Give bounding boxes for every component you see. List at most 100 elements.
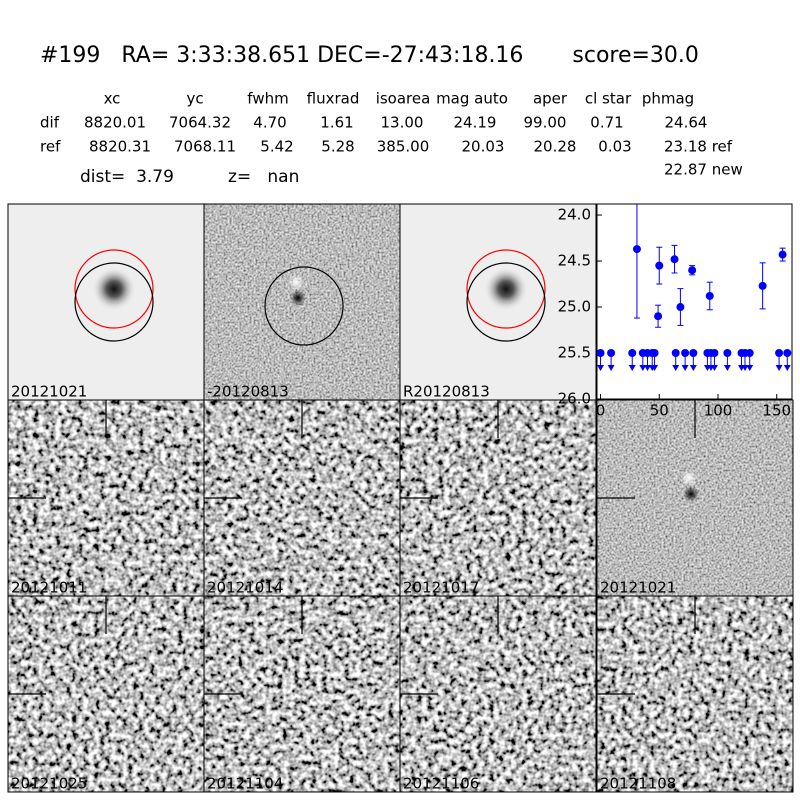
upper-limit [597, 349, 605, 372]
ring-red [466, 249, 546, 329]
plot-marks [597, 204, 792, 372]
image-panel: 20121106 [399, 595, 597, 793]
redshift: z= nan [228, 167, 299, 187]
column-header: fluxrad [307, 90, 360, 108]
panel-label: 20121011 [11, 579, 87, 597]
image-panel: 20121021 [596, 399, 794, 597]
table-cell: 385.00 [377, 138, 430, 156]
column-header: mag auto [436, 90, 508, 108]
column-header: isoarea [376, 90, 431, 108]
upper-limit [689, 349, 698, 372]
panel-label: 20121021 [600, 579, 676, 597]
data-point [654, 312, 663, 321]
panel-label: R20120813 [403, 383, 490, 401]
ring-black [74, 262, 154, 342]
upper-limit [628, 349, 637, 372]
table-cell: 13.00 [381, 114, 424, 132]
image-panel: 20121021 [7, 203, 205, 401]
table-cell: 23.18 ref [664, 138, 733, 156]
image-panel: 20121104 [203, 595, 401, 793]
upper-limit [710, 349, 719, 372]
positive-residual [681, 470, 697, 486]
upper-limit [783, 349, 792, 372]
table-cell: 7068.11 [174, 138, 236, 156]
upper-limit [607, 349, 616, 372]
data-point [758, 281, 767, 290]
upper-limit [775, 349, 784, 372]
y-tick-label: 25.5 [558, 344, 591, 362]
y-tick-label: 26.0 [558, 390, 591, 408]
upper-limit [671, 349, 680, 372]
panel-border [399, 595, 597, 793]
x-tick-label: 50 [650, 402, 669, 420]
image-panel: -20120813 [203, 203, 401, 401]
dist: dist= 3.79 [80, 167, 174, 187]
panel-label: 20121106 [403, 775, 479, 793]
table-cell: 4.70 [253, 114, 286, 132]
x-tick-label: 0 [596, 402, 606, 420]
table-cell: 8820.31 [89, 138, 151, 156]
table-cell: 24.19 [454, 114, 497, 132]
upper-limit [650, 349, 659, 372]
column-header: phmag [642, 90, 694, 108]
upper-limit [681, 349, 690, 372]
image-panel: 20121014 [203, 399, 401, 597]
panel-label: 20121104 [207, 775, 283, 793]
panel-label: 20121021 [11, 383, 87, 401]
column-header: xc [104, 90, 121, 108]
panel-label: 20121025 [11, 775, 87, 793]
panel-label: 20121014 [207, 579, 283, 597]
lightcurve: 24.0 24.5 25.0 25.5 26.0 0 50 100 150 [558, 203, 793, 420]
table-cell: 8820.01 [84, 114, 146, 132]
data-point [655, 261, 664, 270]
new-mag: 22.87 new [664, 161, 743, 179]
table-cell: 20.28 [534, 138, 577, 156]
upper-limit [723, 349, 732, 372]
panel-border [596, 595, 794, 793]
table-cell: 7064.32 [169, 114, 231, 132]
negative-residual [290, 290, 306, 306]
column-header: cl star [585, 90, 632, 108]
data-point [705, 291, 714, 300]
column-header: aper [533, 90, 568, 108]
source [484, 267, 528, 311]
y-tick-label: 24.5 [558, 252, 591, 270]
image-panel: 20121011 [7, 399, 205, 597]
row-label: dif [40, 114, 60, 132]
image-panel: R20120813 [399, 203, 597, 401]
x-tick-label: 100 [704, 402, 733, 420]
data-point [676, 303, 685, 312]
image-panel: 20121025 [7, 595, 205, 793]
negative-residual [683, 486, 699, 502]
panel-label: 20121108 [600, 775, 676, 793]
panel-label: -20120813 [207, 383, 289, 401]
table-cell: 20.03 [462, 138, 505, 156]
table-cell: 0.71 [590, 114, 623, 132]
ring-red [74, 249, 154, 329]
data-point [688, 266, 697, 275]
table-cell: 24.64 [665, 114, 708, 132]
y-tick-label: 24.0 [558, 206, 591, 224]
table-cell: 5.42 [260, 138, 293, 156]
ring-black [466, 262, 546, 342]
title: #199 RA= 3:33:38.651 DEC=-27:43:18.16 sc… [40, 43, 699, 68]
column-header: yc [186, 90, 203, 108]
x-tick-label: 150 [762, 402, 791, 420]
data-point [778, 250, 787, 259]
table-cell: 0.03 [598, 138, 631, 156]
image-panel: 20121108 [596, 595, 794, 793]
column-header: fwhm [247, 90, 288, 108]
positive-residual [288, 274, 304, 290]
panels: 20121021 -20120813 R20120813 20121011 201210… [7, 203, 794, 793]
image-panel: 20121017 [399, 399, 597, 597]
source [92, 267, 136, 311]
table-cell: 5.28 [321, 138, 354, 156]
upper-limit [745, 349, 754, 372]
y-tick-label: 25.0 [558, 298, 591, 316]
panel-label: 20121017 [403, 579, 479, 597]
table-cell: 99.00 [524, 114, 567, 132]
ring-black [264, 266, 344, 346]
table-cell: 1.61 [320, 114, 353, 132]
data-point [632, 245, 641, 254]
